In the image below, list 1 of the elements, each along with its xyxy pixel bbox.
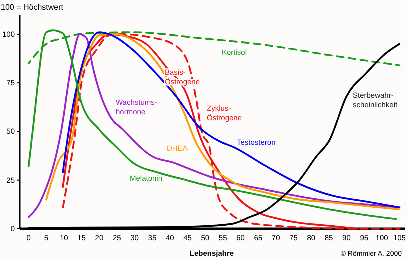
chart-title: 100 = Höchstwert — [1, 3, 64, 12]
